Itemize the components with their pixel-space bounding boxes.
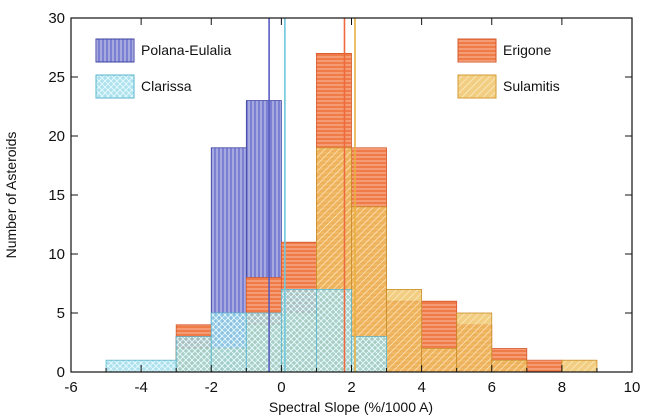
- x-tick-labels: -6 -4 -2 0 2 4 6 8 10: [64, 379, 640, 396]
- legend-label-polana-eulalia: Polana-Eulalia: [141, 42, 231, 58]
- legend-label-sulamitis: Sulamitis: [503, 78, 560, 94]
- y-tick-labels: 0 5 10 15 20 25 30: [48, 10, 65, 381]
- y-tick-label-5: 25: [48, 69, 65, 86]
- x-tick-label-7: 8: [558, 379, 566, 396]
- y-tick-label-0: 0: [57, 364, 65, 381]
- bar-clarissa-6: [351, 336, 387, 373]
- legend-swatch-erigone: [457, 38, 497, 63]
- plot-area: [70, 17, 633, 373]
- bar-sulamitis-10: [561, 359, 598, 373]
- x-tick-label-1: -4: [134, 379, 147, 396]
- bar-clarissa-1: [175, 336, 212, 373]
- y-tick-label-3: 15: [48, 187, 65, 204]
- legend-swatch-sulamitis: [457, 74, 497, 99]
- legend-item-polana-eulalia: Polana-Eulalia: [95, 38, 231, 63]
- legend-label-erigone: Erigone: [503, 42, 551, 58]
- bar-sulamitis-9: [491, 359, 528, 373]
- x-tick-label-0: -6: [64, 379, 77, 396]
- x-tick-label-5: 4: [417, 379, 425, 396]
- x-tick-label-4: 2: [347, 379, 355, 396]
- mean-lines: [268, 18, 356, 372]
- y-tick-label-6: 30: [48, 10, 65, 27]
- y-tick-label-2: 10: [48, 246, 65, 263]
- x-tick-label-8: 10: [624, 379, 641, 396]
- x-axis-title: Spectral Slope (%/1000 A): [269, 399, 433, 415]
- x-tick-label-3: 0: [277, 379, 285, 396]
- legend: Polana-Eulalia Clarissa Erigone Sulamiti…: [95, 38, 560, 99]
- legend-item-erigone: Erigone: [457, 38, 551, 63]
- legend-item-clarissa: Clarissa: [95, 74, 192, 99]
- legend-label-clarissa: Clarissa: [141, 78, 192, 94]
- y-tick-label-4: 20: [48, 128, 65, 145]
- bar-clarissa-5: [316, 288, 352, 373]
- x-tick-label-6: 6: [488, 379, 496, 396]
- histogram-bars: [105, 53, 598, 373]
- bar-sulamitis-7: [421, 347, 458, 373]
- legend-item-sulamitis: Sulamitis: [457, 74, 560, 99]
- legend-swatch-polana-eulalia: [95, 38, 135, 63]
- bar-clarissa-2: [210, 312, 247, 373]
- bar-clarissa-4: [280, 288, 317, 373]
- bar-clarissa-3: [245, 312, 282, 373]
- axis-ticks: [70, 17, 633, 373]
- bar-sulamitis-6: [386, 288, 423, 373]
- y-axis-title: Number of Asteroids: [3, 132, 19, 259]
- y-tick-label-1: 5: [57, 305, 65, 322]
- x-tick-label-2: -2: [205, 379, 218, 396]
- bar-sulamitis-8: [456, 312, 493, 373]
- bar-erigone-9: [526, 359, 563, 373]
- legend-swatch-clarissa: [95, 74, 135, 99]
